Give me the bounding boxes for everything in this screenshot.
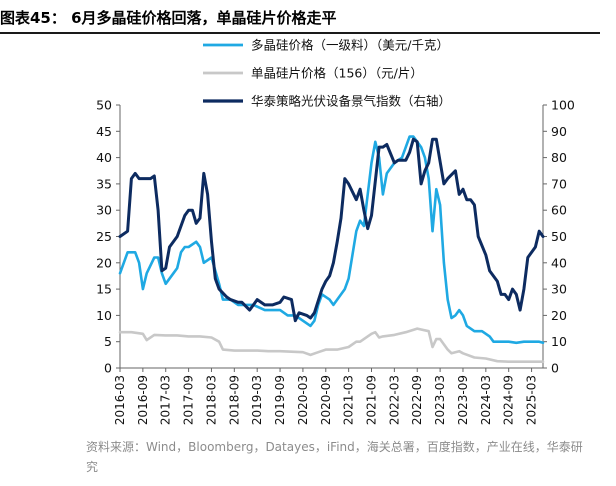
x-tick-label: 2024-03	[479, 375, 493, 425]
chart-axes: 0 5 10 15 20 25 30 35 40 45 50 0 10 20 30 40 50 60 70 80 90 1…	[96, 98, 575, 426]
source-note: 资料来源：Wind，Bloomberg，Datayes，iFind，海关总署，百…	[86, 440, 583, 474]
x-tick-label: 2020-09	[319, 375, 333, 425]
y-left-tick-label: 0	[104, 361, 112, 376]
x-tick-label: 2016-09	[136, 375, 150, 425]
y-left-tick-label: 40	[96, 150, 112, 165]
y-right-tick-label: 10	[551, 334, 567, 349]
y-right-tick-label: 60	[551, 203, 567, 218]
y-left-tick-label: 5	[104, 334, 112, 349]
x-tick-label: 2024-09	[502, 375, 516, 425]
chart-legend: 多晶硅价格（一级料）（美元/千克） 单晶硅片价格（156）（元/片） 华泰策略光伏设…	[203, 38, 451, 109]
y-left-tick-label: 35	[96, 176, 112, 191]
x-tick-label: 2019-03	[250, 375, 264, 425]
legend-label-2: 单晶硅片价格（156）（元/片）	[251, 66, 423, 81]
series-line-1	[118, 135, 545, 345]
series-line-3	[118, 137, 545, 323]
page-edge	[602, 0, 616, 486]
y-right-tick-label: 50	[551, 229, 567, 244]
y-left-tick-label: 15	[96, 282, 112, 297]
x-tick-label: 2023-03	[433, 375, 447, 425]
y-right-tick-label: 90	[551, 124, 567, 139]
x-tick-label: 2021-03	[342, 375, 356, 425]
series-line-2	[118, 327, 545, 363]
y-left-tick-label: 25	[96, 229, 112, 244]
x-tick-label: 2021-09	[365, 375, 379, 425]
title-rule	[0, 32, 600, 34]
y-left-tick-label: 30	[96, 203, 112, 218]
legend-label-3: 华泰策略光伏设备景气指数（右轴）	[251, 94, 451, 109]
x-tick-label: 2017-03	[159, 375, 173, 425]
x-tick-label: 2016-03	[113, 375, 127, 425]
x-tick-label: 2023-09	[456, 375, 470, 425]
x-tick-label: 2018-03	[204, 375, 218, 425]
chart-series	[118, 135, 545, 363]
legend-label-1: 多晶硅价格（一级料）（美元/千克）	[251, 38, 449, 53]
figure-title: 图表45： 6月多晶硅价格回落，单晶硅片价格走平	[0, 9, 337, 27]
x-tick-label: 2019-09	[273, 375, 287, 425]
y-right-tick-label: 20	[551, 308, 567, 323]
y-right-tick-label: 80	[551, 150, 567, 165]
y-right-tick-label: 0	[551, 361, 559, 376]
y-right-tick-label: 30	[551, 282, 567, 297]
x-tick-label: 2022-09	[410, 375, 424, 425]
y-right-tick-label: 70	[551, 176, 567, 191]
x-tick-label: 2017-09	[182, 375, 196, 425]
y-right-tick-label: 100	[551, 98, 575, 113]
x-tick-label: 2022-03	[387, 375, 401, 425]
x-tick-label: 2018-09	[227, 375, 241, 425]
y-left-tick-label: 50	[96, 98, 112, 113]
y-left-tick-label: 45	[96, 124, 112, 139]
y-left-tick-label: 20	[96, 255, 112, 270]
y-left-tick-label: 10	[96, 308, 112, 323]
y-right-tick-label: 40	[551, 255, 567, 270]
x-tick-label: 2020-03	[296, 375, 310, 425]
x-tick-label: 2025-03	[525, 375, 539, 425]
